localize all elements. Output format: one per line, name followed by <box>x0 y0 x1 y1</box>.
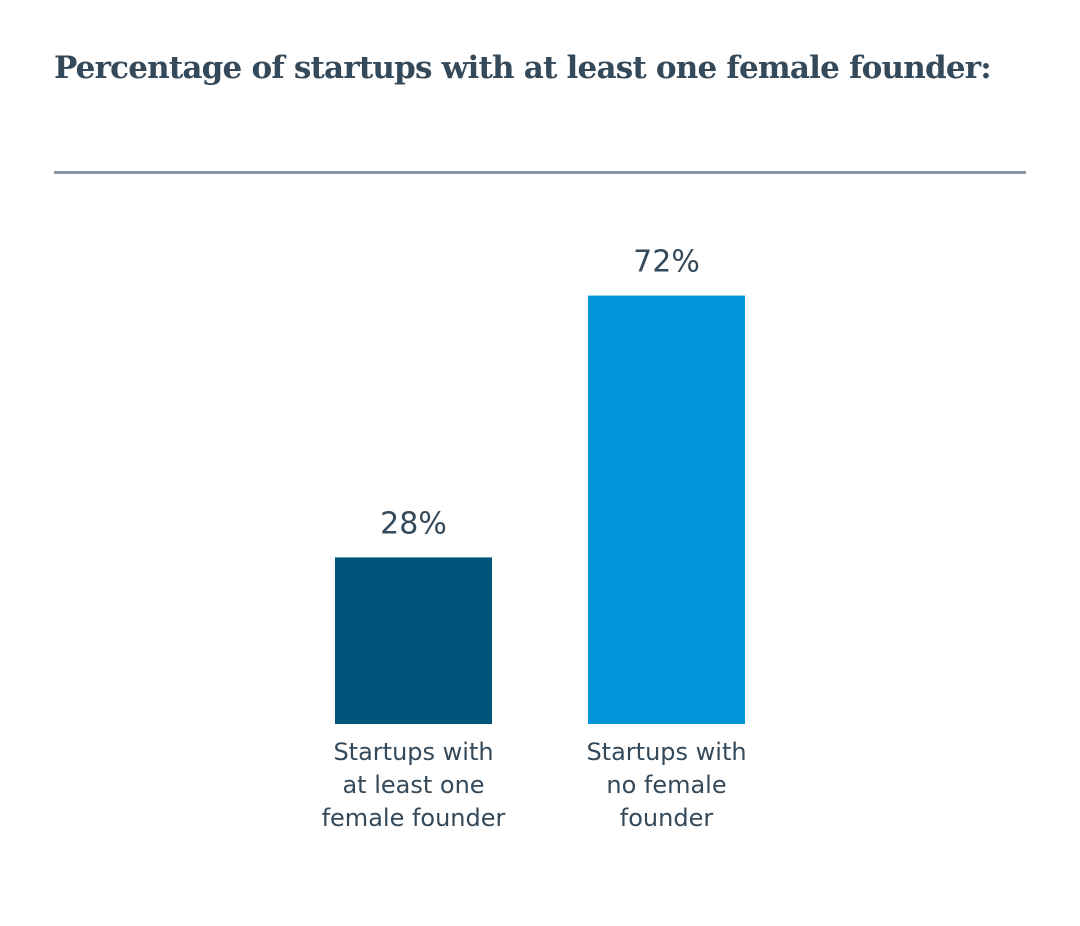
category-label-line: Startups with <box>586 738 746 766</box>
category-labels-group: Startups with at least one female founderS… <box>322 738 747 832</box>
category-label-1: Startups with at least one female founder <box>322 738 506 832</box>
bar-2 <box>588 295 745 724</box>
value-label-1: 28% <box>380 506 447 541</box>
category-label-line: founder <box>620 804 714 832</box>
value-labels-group: 28% 72% <box>380 245 700 542</box>
category-label-line: female founder <box>322 804 506 832</box>
value-label-2: 72% <box>633 245 700 280</box>
category-label-line: Startups with <box>333 738 493 766</box>
chart-title: Percentage of startups with at least one… <box>54 50 992 86</box>
title-divider <box>54 171 1026 174</box>
bar-1 <box>335 557 492 724</box>
category-label-2: Startups with no female founder <box>586 738 746 832</box>
category-label-line: at least one <box>342 771 484 799</box>
bars-group <box>335 295 745 724</box>
category-label-line: no female <box>606 771 726 799</box>
